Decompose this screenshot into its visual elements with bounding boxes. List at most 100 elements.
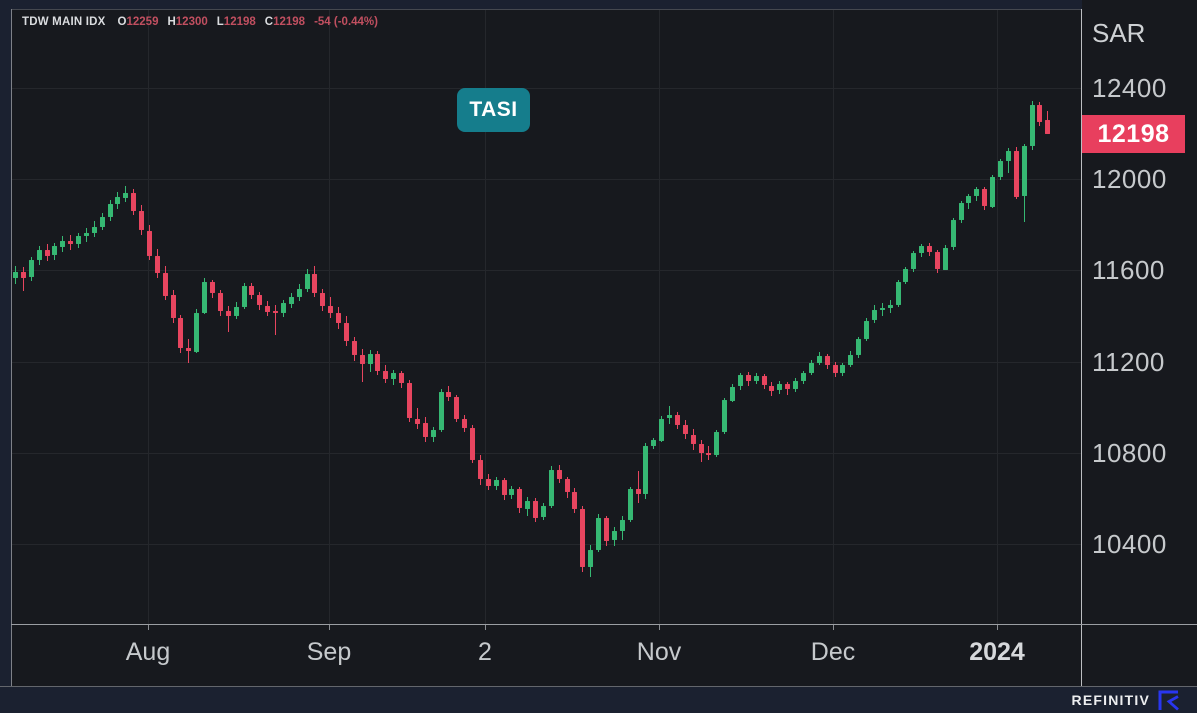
time-tick <box>329 625 330 630</box>
candle-body-up <box>793 381 798 389</box>
footer-divider <box>0 686 1197 687</box>
currency-label: SAR <box>1092 18 1146 48</box>
candle-body-up <box>391 373 396 379</box>
candle-body-down <box>178 318 183 348</box>
candle-body-up <box>817 356 822 363</box>
candle-body-up <box>840 365 845 373</box>
last-price-badge: 12198 <box>1082 115 1185 153</box>
candle-body-up <box>959 203 964 220</box>
candle-body-down <box>478 460 483 479</box>
candle-body-down <box>446 392 451 397</box>
candle-body-down <box>486 479 491 486</box>
candle-body-down <box>699 444 704 453</box>
candle-body-down <box>352 341 357 355</box>
time-gridline <box>329 9 330 624</box>
candle-body-up <box>305 274 310 289</box>
candle-body-down <box>769 386 774 391</box>
candle-body-down <box>155 256 160 273</box>
symbol-name: TDW MAIN IDX <box>22 16 106 28</box>
candle-body-down <box>706 453 711 455</box>
price-tick-label: 10400 <box>1092 529 1167 559</box>
time-tick <box>659 625 660 630</box>
candle-body-down <box>45 250 50 256</box>
candle-body-up <box>643 446 648 494</box>
candle-body-up <box>92 227 97 233</box>
candle-body-up <box>951 220 956 247</box>
candle-body-up <box>60 241 65 247</box>
chart-plot-area[interactable] <box>11 9 1081 624</box>
candle-body-up <box>234 307 239 316</box>
candle-body-down <box>785 384 790 389</box>
candle-wick-down <box>417 408 418 429</box>
candle-body-up <box>29 260 34 277</box>
candle-body-up <box>896 282 901 305</box>
quote-field-L: L12198 <box>216 16 256 28</box>
candle-body-down <box>131 193 136 211</box>
candle-body-up <box>856 339 861 355</box>
candle-body-up <box>494 480 499 486</box>
candle-body-up <box>966 196 971 203</box>
candle-body-up <box>872 310 877 320</box>
candle-body-up <box>541 506 546 517</box>
candle-body-up <box>194 313 199 352</box>
candle-body-up <box>76 236 81 244</box>
time-axis[interactable] <box>11 625 1081 686</box>
candle-body-down <box>423 423 428 437</box>
candle-body-down <box>1014 151 1019 197</box>
price-gridline <box>12 270 1081 271</box>
candle-body-up <box>651 440 656 446</box>
candle-body-up <box>919 246 924 253</box>
candle-body-down <box>344 323 349 341</box>
price-gridline <box>12 88 1081 89</box>
candle-body-down <box>1045 120 1050 134</box>
candle-body-down <box>171 295 176 318</box>
price-tick-label: 12000 <box>1092 164 1167 194</box>
candle-body-up <box>596 518 601 550</box>
candle-body-up <box>368 354 373 364</box>
candle-body-down <box>399 373 404 383</box>
candle-body-up <box>990 177 995 207</box>
candle-body-up <box>588 550 593 567</box>
candle-body-up <box>549 470 554 506</box>
candle-body-down <box>517 489 522 508</box>
change-value: -54 (-0.44%) <box>314 16 378 28</box>
candle-body-up <box>281 303 286 313</box>
quote-field-O: O12259 <box>117 16 159 28</box>
candle-wick-down <box>228 306 229 332</box>
candle-body-up <box>628 489 633 520</box>
candle-body-down <box>746 375 751 381</box>
candle-body-down <box>68 241 73 244</box>
quote-field-C: C12198 <box>264 16 306 28</box>
candle-body-down <box>572 492 577 509</box>
candle-wick-down <box>275 305 276 335</box>
candle-body-down <box>257 295 262 305</box>
candle-body-down <box>139 211 144 230</box>
candle-body-up <box>525 501 530 509</box>
price-gridline <box>12 362 1081 363</box>
candle-body-up <box>115 197 120 204</box>
candle-body-up <box>1006 151 1011 161</box>
candle-body-up <box>888 305 893 308</box>
instrument-badge[interactable]: TASI <box>457 88 530 132</box>
time-gridline <box>659 9 660 624</box>
candle-body-down <box>502 480 507 495</box>
candle-body-down <box>533 501 538 518</box>
price-tick-label: 12400 <box>1092 73 1167 103</box>
plot-top-border <box>11 9 1081 10</box>
candle-body-down <box>407 383 412 418</box>
candle-body-up <box>659 419 664 441</box>
candle-body-up <box>880 308 885 310</box>
candle-body-down <box>454 397 459 419</box>
time-tick <box>833 625 834 630</box>
candle-body-down <box>415 419 420 424</box>
candle-body-up <box>754 376 759 381</box>
candle-body-down <box>762 376 767 385</box>
candle-body-down <box>691 435 696 444</box>
candle-body-down <box>320 293 325 306</box>
candle-body-down <box>580 509 585 567</box>
candle-body-up <box>297 289 302 297</box>
candle-body-up <box>509 489 514 495</box>
candle-body-down <box>360 355 365 364</box>
price-axis[interactable] <box>1082 0 1197 686</box>
